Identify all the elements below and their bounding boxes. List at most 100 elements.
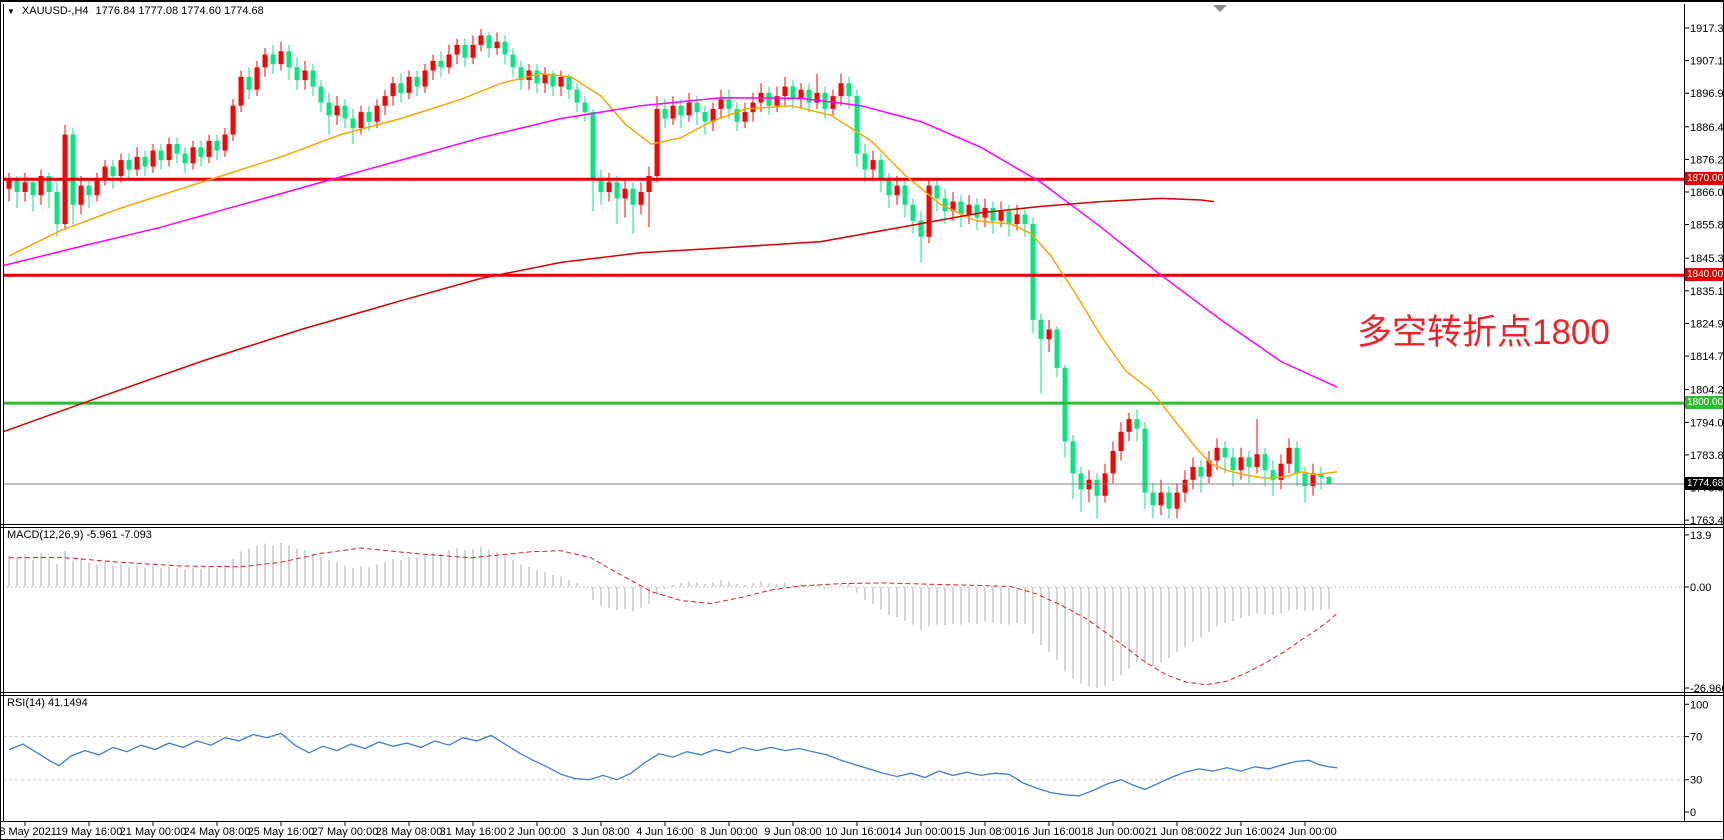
price-axis[interactable]: 1917.30 1907.10 1896.90 1886.40 1876.20 1866.… bbox=[1684, 23, 1724, 819]
price-tick-label: 1814.70 bbox=[1690, 351, 1724, 363]
price-tag-1800[interactable]: 1800.00 bbox=[1685, 396, 1723, 410]
candle-down bbox=[1230, 457, 1236, 471]
time-tick-label: 21 May 00:00 bbox=[120, 826, 187, 838]
candle-down bbox=[70, 134, 76, 205]
price-tag-1840[interactable]: 1840.00 bbox=[1685, 268, 1723, 282]
current-price-tag: 1774.68 bbox=[1685, 477, 1723, 490]
candle-up bbox=[670, 105, 676, 119]
time-tick-label: 18 Jun 00:00 bbox=[1081, 826, 1145, 838]
candle-up bbox=[686, 102, 692, 116]
candle-down bbox=[310, 70, 316, 87]
candle-up bbox=[1118, 431, 1124, 451]
candle-up bbox=[742, 112, 748, 122]
candle-down bbox=[1134, 419, 1140, 429]
candle-up bbox=[542, 73, 548, 84]
candle-up bbox=[1214, 447, 1220, 461]
time-tick-label: 8 Jun 00:00 bbox=[700, 826, 758, 838]
candle-down bbox=[862, 153, 868, 170]
candle-up bbox=[1110, 451, 1116, 474]
rsi-line bbox=[8, 732, 1338, 797]
candle-down bbox=[1006, 211, 1012, 224]
candle-down bbox=[462, 44, 468, 58]
candle-up bbox=[782, 86, 788, 97]
candle-down bbox=[1166, 492, 1172, 509]
candle-down bbox=[486, 35, 492, 49]
candle-down bbox=[566, 76, 572, 90]
candle-down bbox=[342, 105, 348, 119]
time-tick-label: 9 Jun 08:00 bbox=[764, 826, 822, 838]
candle-down bbox=[1038, 319, 1044, 340]
time-tick-label: 25 May 16:00 bbox=[248, 826, 315, 838]
price-tick-label: 1835.10 bbox=[1690, 286, 1724, 298]
candle-up bbox=[190, 147, 196, 164]
ma-medium-magenta-line[interactable] bbox=[2, 96, 1338, 388]
candle-down bbox=[1222, 447, 1228, 458]
price-tick-label: 1917.30 bbox=[1690, 23, 1724, 35]
candle-up bbox=[6, 179, 12, 189]
candle-down bbox=[174, 144, 180, 154]
ma-fast-orange-line[interactable] bbox=[8, 72, 1338, 479]
candle-down bbox=[630, 188, 636, 205]
candle-up bbox=[254, 67, 260, 90]
candle-down bbox=[1246, 457, 1252, 467]
candle-up bbox=[838, 83, 844, 97]
candle-up bbox=[1182, 479, 1188, 493]
macd-histogram bbox=[8, 542, 1330, 688]
candle-up bbox=[710, 108, 716, 122]
candle-up bbox=[774, 96, 780, 106]
candle-down bbox=[702, 112, 708, 122]
annotation-text[interactable]: 多空转折点1800 bbox=[1357, 313, 1610, 352]
price-tick-label: 1886.40 bbox=[1690, 122, 1724, 134]
candle-down bbox=[198, 147, 204, 157]
time-tick-label: 22 Jun 16:00 bbox=[1209, 826, 1273, 838]
candle-up bbox=[1286, 447, 1292, 464]
candle-up bbox=[134, 156, 140, 170]
candle-up bbox=[1086, 479, 1092, 490]
candle-up bbox=[1310, 473, 1316, 487]
candle-up bbox=[1206, 460, 1212, 477]
candle-up bbox=[430, 60, 436, 71]
candle-up bbox=[638, 192, 644, 205]
price-tag-1870[interactable]: 1870.00 bbox=[1685, 172, 1723, 186]
time-tick-label: 16 Jun 16:00 bbox=[1017, 826, 1081, 838]
candle-down bbox=[142, 156, 148, 167]
candle-down bbox=[614, 182, 620, 199]
candle-down bbox=[518, 67, 524, 81]
candle-down bbox=[662, 108, 668, 119]
time-tick-label: 18 May 2021 bbox=[1, 826, 57, 838]
candle-up bbox=[558, 76, 564, 87]
candle-down bbox=[806, 89, 812, 103]
candle-down bbox=[766, 92, 772, 106]
candle-up bbox=[1190, 467, 1196, 480]
macd-tick-label: -26.966 bbox=[1690, 683, 1724, 695]
candle-down bbox=[958, 201, 964, 215]
candle-up bbox=[814, 92, 820, 103]
candle-up bbox=[278, 51, 284, 65]
candle-up bbox=[150, 150, 156, 167]
candle-down bbox=[1022, 214, 1028, 224]
candle-down bbox=[550, 73, 556, 87]
time-tick-label: 31 May 16:00 bbox=[440, 826, 507, 838]
candle-down bbox=[1198, 467, 1204, 477]
candle-down bbox=[182, 153, 188, 164]
price-tick-label: 1824.90 bbox=[1690, 318, 1724, 330]
ma-slow-red-line[interactable] bbox=[2, 197, 1215, 433]
macd-indicator-label: MACD(12,26,9) -5.961 -7.093 bbox=[7, 529, 152, 541]
symbol-dropdown-icon[interactable]: ▼ bbox=[7, 6, 15, 16]
candle-down bbox=[1030, 224, 1036, 320]
candle-down bbox=[598, 179, 604, 192]
price-tick-label: 1845.30 bbox=[1690, 253, 1724, 265]
chart-shift-marker-icon[interactable] bbox=[1213, 5, 1227, 12]
rsi-indicator-label: RSI(14) 41.1494 bbox=[7, 697, 88, 709]
candle-down bbox=[502, 41, 508, 55]
candle-up bbox=[1174, 492, 1180, 509]
candle-down bbox=[582, 102, 588, 113]
candle-up bbox=[390, 83, 396, 97]
candle-down bbox=[510, 54, 516, 68]
candle-down bbox=[1078, 473, 1084, 490]
candle-down bbox=[678, 105, 684, 116]
candle-down bbox=[350, 118, 356, 129]
candle-down bbox=[1054, 329, 1060, 368]
